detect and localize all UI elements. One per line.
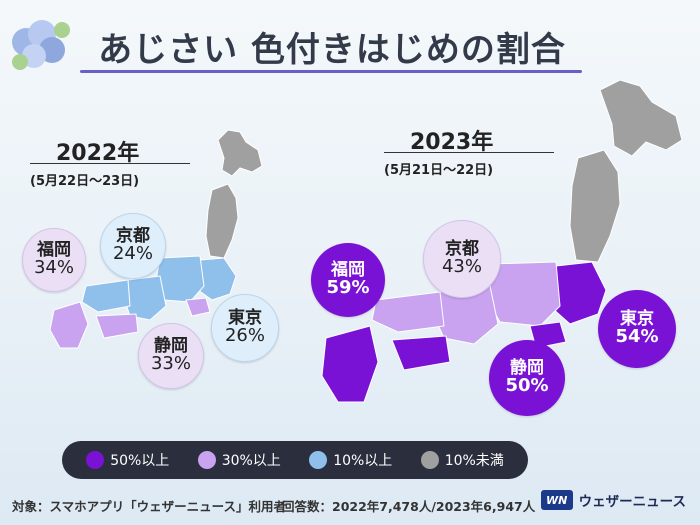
map-2022 — [49, 129, 263, 349]
map-2022-tohoku — [205, 183, 239, 259]
panel-2023-period: (5月21日～22日) — [384, 163, 494, 178]
map-2022-kansai — [123, 275, 167, 321]
map-2023-kyushu — [321, 325, 379, 403]
bubble-percent: 59% — [326, 277, 370, 299]
bubble-percent: 26% — [224, 325, 265, 347]
bubble-2023-kyoto: 京都 43% — [423, 220, 501, 298]
legend-item: 10%以上 — [309, 450, 392, 470]
map-2023-chugoku — [371, 291, 445, 333]
map-2022-kyushu — [49, 301, 89, 349]
map-2022-hokkaido — [217, 129, 263, 177]
map-2023 — [321, 80, 683, 403]
map-2022-shikoku — [95, 313, 139, 339]
bubble-2022-tokyo: 東京 26% — [211, 294, 279, 362]
page-title: あじさい 色付きはじめの割合 — [98, 30, 566, 70]
bubble-percent: 33% — [150, 353, 191, 375]
panel-2022-year: 2022年 — [56, 141, 140, 166]
map-2023-tohoku — [569, 149, 621, 263]
bubble-city: 東京 — [228, 307, 262, 328]
legend-swatch — [86, 451, 105, 469]
legend-label: 10%以上 — [333, 453, 393, 469]
bubble-percent: 34% — [33, 257, 74, 279]
bubble-city: 静岡 — [510, 357, 544, 378]
brand-logo-icon: WN — [540, 490, 573, 510]
bubble-2023-tokyo: 東京 54% — [598, 290, 676, 368]
bubble-2022-fukuoka: 福岡 34% — [22, 228, 86, 292]
bubble-city: 福岡 — [37, 239, 71, 260]
bubble-2023-shizuoka: 静岡 50% — [489, 340, 565, 416]
header: あじさい 色付きはじめの割合 — [0, 0, 700, 78]
brand-name: ウェザーニュース — [578, 494, 686, 510]
legend-swatch — [197, 451, 216, 469]
legend-swatch — [420, 451, 439, 469]
maps-area: 2022年 (5月22日～23日) 2023年 (5月21日～22日) 福岡 3… — [0, 80, 700, 440]
bubble-2023-fukuoka: 福岡 59% — [311, 243, 385, 317]
bubble-percent: 24% — [112, 243, 153, 265]
title-underline — [80, 70, 582, 73]
map-2022-kanto — [197, 257, 237, 301]
map-2022-chugoku — [81, 279, 131, 313]
map-2023-hokkaido — [599, 80, 683, 157]
bubble-city: 福岡 — [331, 259, 365, 280]
legend-swatch — [309, 451, 328, 469]
bubble-city: 京都 — [116, 225, 150, 246]
footer-responses: 回答数：2022年7,478人/2023年6,947人 — [282, 499, 536, 514]
legend-label: 30%以上 — [221, 453, 281, 469]
bubble-city: 京都 — [445, 238, 479, 259]
map-2022-shizuoka — [185, 297, 211, 317]
bubble-city: 東京 — [620, 308, 654, 329]
hydrangea-illustration — [12, 20, 70, 70]
legend-item: 30%以上 — [197, 450, 281, 470]
panel-2023-year: 2023年 — [410, 130, 494, 155]
panel-2022-divider — [30, 163, 190, 164]
bubble-2022-kyoto: 京都 24% — [100, 213, 166, 279]
legend-item: 50%以上 — [86, 450, 169, 470]
panel-2023-divider — [384, 152, 554, 153]
bubble-2022-shizuoka: 静岡 33% — [138, 323, 204, 389]
legend-label: 50%以上 — [110, 453, 170, 469]
brand: WN ウェザーニュース — [540, 487, 686, 513]
legend-label: 10%未満 — [444, 453, 504, 469]
panel-2022-period: (5月22日～23日) — [30, 174, 140, 189]
footer-target: 対象：スマホアプリ「ウェザーニュース」利用者 — [12, 499, 287, 514]
bubble-percent: 54% — [615, 326, 659, 348]
japan-maps — [49, 80, 683, 403]
bubble-percent: 50% — [505, 375, 549, 397]
map-2023-shikoku — [391, 335, 451, 371]
legend: 50%以上 30%以上 10%以上 10%未満 — [62, 441, 528, 479]
legend-item: 10%未満 — [420, 450, 504, 470]
bubble-city: 静岡 — [154, 335, 188, 356]
bubble-percent: 43% — [441, 256, 482, 278]
map-2023-kanto — [551, 261, 607, 325]
